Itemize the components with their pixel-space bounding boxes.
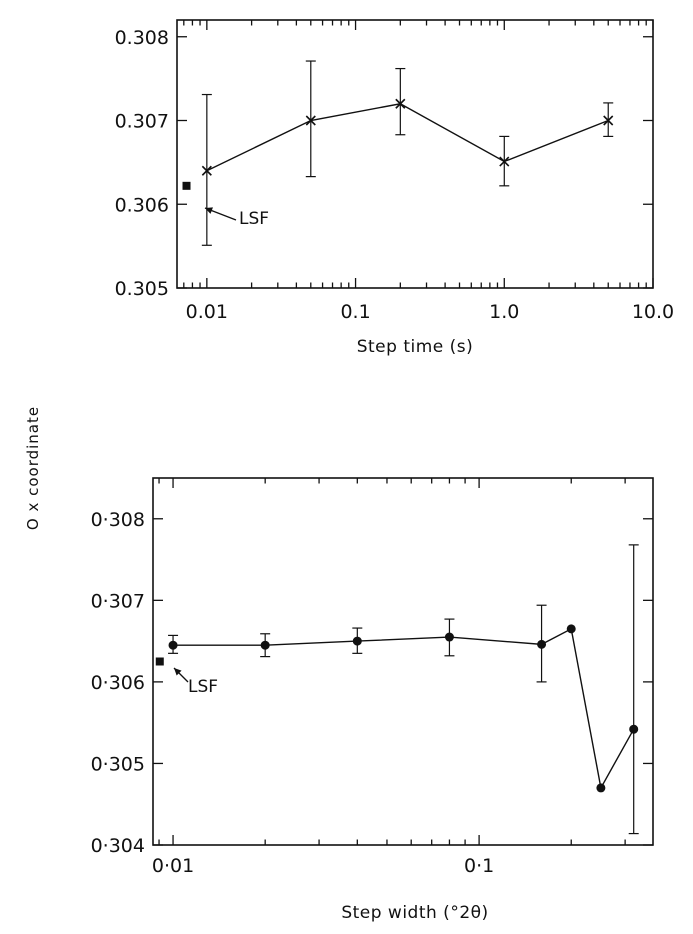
data-point <box>444 632 454 642</box>
x-tick-label: 0·01 <box>152 855 194 877</box>
data-point <box>352 636 362 646</box>
error-bar <box>395 67 406 136</box>
x-tick-label: 10.0 <box>632 301 674 323</box>
plot-frame <box>176 19 654 289</box>
data-point <box>537 639 547 649</box>
lsf-reference-point <box>155 657 164 666</box>
data-point <box>499 156 510 167</box>
lsf-annotation: LSF <box>239 209 269 229</box>
y-tick-label: 0·307 <box>91 590 145 612</box>
top-panel: 0.01 0.1 1.0 10.0 0.305 0.306 0.307 0.308 Step t… <box>115 19 674 357</box>
lsf-arrow <box>173 667 189 683</box>
error-bar <box>628 544 639 835</box>
y-tick-label: 0·305 <box>91 753 145 775</box>
x-tick-label: 1.0 <box>489 301 519 323</box>
y-tick-label: 0.306 <box>115 194 169 216</box>
y-tick-label: 0·304 <box>91 835 145 857</box>
data-point <box>629 724 639 734</box>
x-tick-label: 0.1 <box>340 301 370 323</box>
data-point <box>305 115 316 126</box>
plot-frame <box>152 477 654 846</box>
x-axis-title: Step time (s) <box>357 337 474 357</box>
shared-y-axis-label: O x coordinate <box>24 406 42 530</box>
series-line <box>173 627 635 790</box>
y-tick-label: 0.307 <box>115 111 169 133</box>
lsf-annotation: LSF <box>188 677 218 697</box>
error-bar <box>305 60 316 178</box>
y-tick-label: 0·308 <box>91 509 145 531</box>
lsf-arrow <box>204 207 237 221</box>
lsf-reference-point <box>182 181 191 190</box>
x-tick-label: 0·1 <box>464 855 494 877</box>
y-tick-label: 0.305 <box>115 278 169 300</box>
data-point <box>596 783 606 793</box>
x-axis-title: Step width (°2θ) <box>341 903 488 923</box>
data-point <box>168 640 178 650</box>
bottom-panel: 0·01 0·1 0·304 0·305 0·306 0·307 0·308 Step wid… <box>91 477 654 923</box>
x-tick-label: 0.01 <box>186 301 228 323</box>
data-point <box>566 624 576 634</box>
data-point <box>603 115 614 126</box>
data-point <box>395 98 406 109</box>
data-point <box>260 640 270 650</box>
y-tick-label: 0·306 <box>91 672 145 694</box>
data-point <box>201 165 212 176</box>
y-tick-label: 0.308 <box>115 27 169 49</box>
series-line <box>206 103 609 172</box>
